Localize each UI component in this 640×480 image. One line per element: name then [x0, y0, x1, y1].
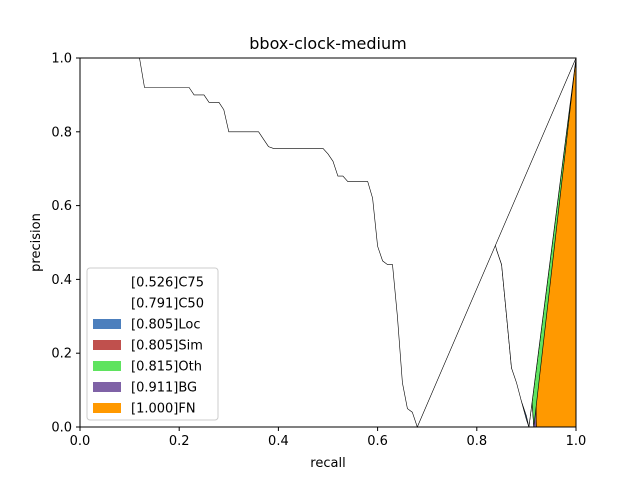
series-area-c75	[139, 57, 577, 428]
legend-swatch	[93, 319, 121, 329]
y-tick-label: 0.0	[51, 421, 72, 436]
axis-ticks: 0.0 0.2 0.4 0.6 0.8 1.0 0.0 0.2 0.4 0.6 0.8 1.0	[51, 52, 586, 450]
legend-swatch	[93, 382, 121, 392]
axes-frame	[79, 57, 577, 428]
chart-title: bbox-clock-medium	[249, 34, 406, 53]
x-tick-label: 1.0	[566, 434, 587, 449]
legend-swatch	[93, 340, 121, 350]
x-tick-label: 0.0	[70, 434, 91, 449]
legend-label: [0.791]C50	[131, 297, 204, 312]
y-axis-label: precision	[29, 213, 44, 272]
x-tick-label: 0.4	[268, 434, 289, 449]
legend-swatch	[93, 403, 121, 413]
x-axis-label: recall	[310, 456, 345, 471]
x-tick-label: 0.8	[466, 434, 487, 449]
legend: [0.526]C75 [0.791]C50 [0.805]Loc [0.805]Sim…	[86, 267, 219, 421]
y-tick-label: 0.8	[51, 125, 72, 140]
legend-label: [0.815]Oth	[131, 360, 202, 375]
legend-label: [0.805]Sim	[131, 339, 203, 354]
x-tick-label: 0.2	[169, 434, 190, 449]
legend-label: [0.911]BG	[131, 381, 197, 396]
y-tick-label: 0.6	[51, 199, 72, 214]
legend-label: [0.805]Loc	[131, 318, 200, 333]
y-tick-label: 0.4	[51, 273, 72, 288]
y-tick-label: 0.2	[51, 347, 72, 362]
legend-label: [1.000]FN	[131, 402, 196, 417]
legend-swatch	[93, 361, 121, 371]
legend-swatch	[93, 277, 121, 287]
plot-area	[139, 57, 577, 428]
y-tick-label: 1.0	[51, 52, 72, 67]
legend-label: [0.526]C75	[131, 276, 204, 291]
legend-swatch	[93, 298, 121, 308]
x-tick-label: 0.6	[367, 434, 388, 449]
